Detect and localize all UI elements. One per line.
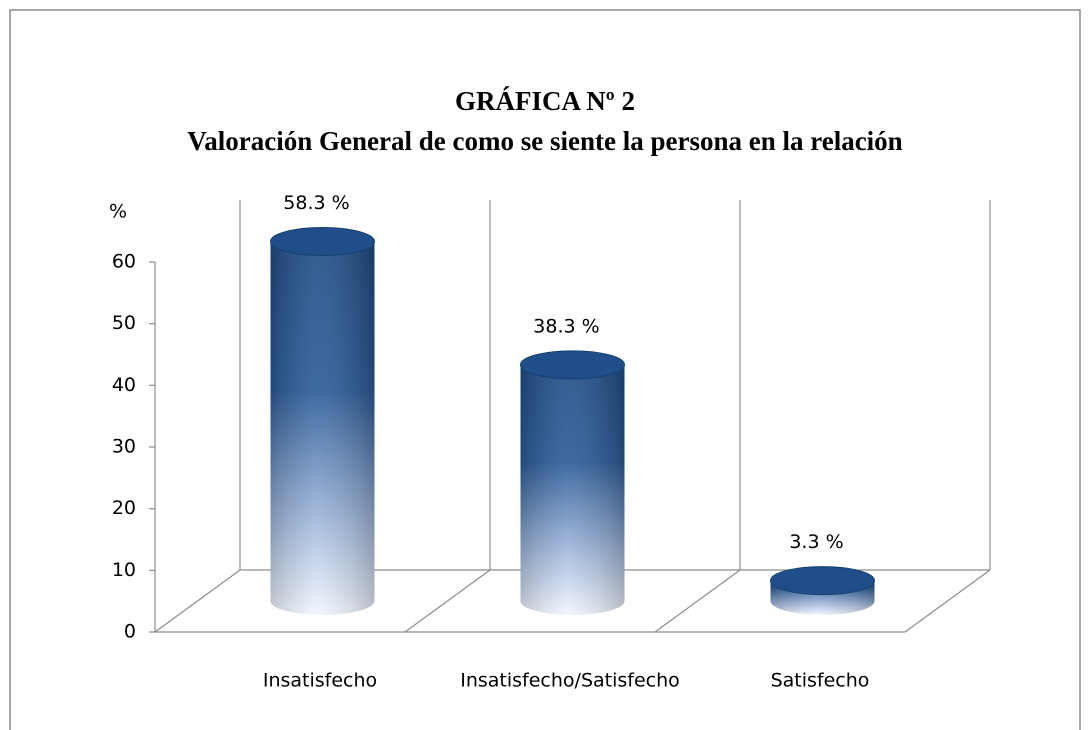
bar-top xyxy=(270,226,375,256)
y-tick-label: 30 xyxy=(112,436,136,458)
y-tick-label: 40 xyxy=(112,374,136,396)
bar-shade xyxy=(520,350,625,615)
value-label: 38.3 % xyxy=(533,315,599,337)
bar-shade xyxy=(270,227,375,615)
y-tick-label: 20 xyxy=(112,497,136,519)
chart-title: GRÁFICA Nº 2 xyxy=(455,86,635,116)
x-tick-label: Satisfecho xyxy=(771,670,870,692)
frame xyxy=(9,9,1081,730)
chart-subtitle: Valoración General de como se siente la … xyxy=(187,126,902,156)
floor-divider xyxy=(654,569,741,633)
floor-divider xyxy=(404,569,491,633)
floor-divider xyxy=(154,569,241,633)
value-label: 3.3 % xyxy=(789,531,843,553)
y-axis-label: % xyxy=(109,201,127,223)
y-tick-label: 10 xyxy=(112,559,136,581)
y-tick-label: 60 xyxy=(112,251,136,273)
y-tick-label: 50 xyxy=(112,312,136,334)
y-tick-label: 0 xyxy=(124,621,136,643)
x-tick-label: Insatisfecho xyxy=(263,670,377,692)
bar-top xyxy=(770,566,875,596)
value-label: 58.3 % xyxy=(283,192,349,214)
floor-divider xyxy=(904,569,991,633)
bar-top xyxy=(520,350,625,380)
x-tick-label: Insatisfecho/Satisfecho xyxy=(460,670,680,692)
